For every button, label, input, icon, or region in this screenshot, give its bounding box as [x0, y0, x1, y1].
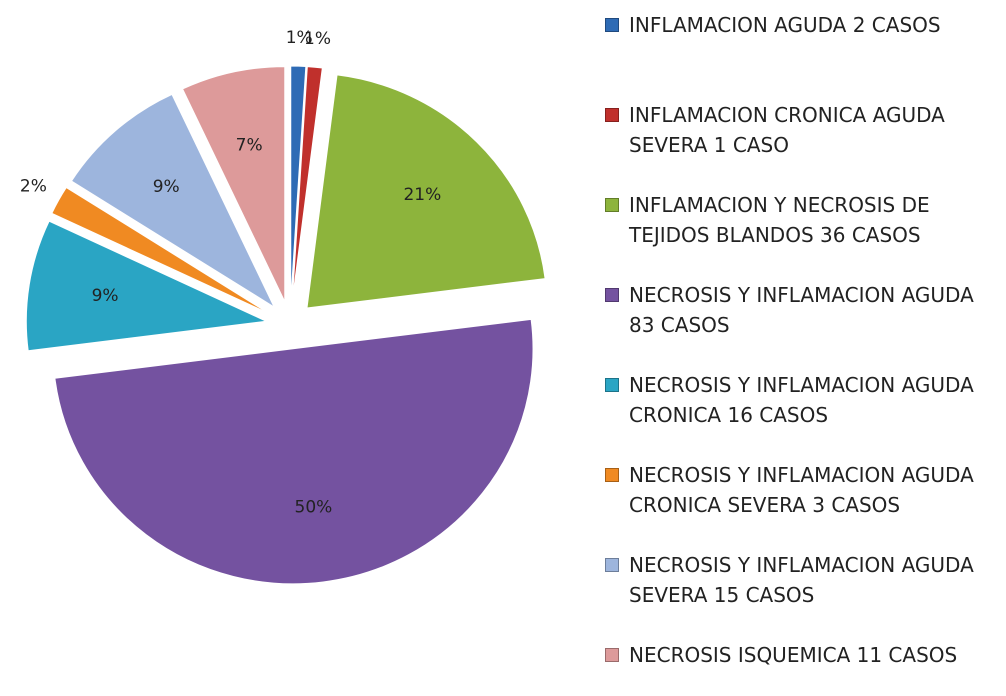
legend-swatch: [605, 648, 619, 662]
data-label: 9%: [153, 177, 180, 197]
legend-swatch: [605, 288, 619, 302]
slice-group: 9%: [70, 93, 276, 309]
data-label: 1%: [304, 29, 331, 49]
slice-group: 50%: [54, 318, 534, 585]
legend-item: INFLAMACION CRONICA AGUDA SEVERA 1 CASO: [605, 100, 1000, 160]
pie-slice: [70, 93, 276, 309]
data-label: 21%: [403, 185, 441, 205]
pie-slice: [290, 65, 307, 302]
slice-group: 9%: [25, 220, 269, 352]
pie-slice: [51, 186, 270, 314]
pie-slice: [54, 318, 534, 585]
pie-slice: [181, 66, 286, 302]
data-label: 50%: [295, 497, 333, 517]
legend-item: NECROSIS ISQUEMICA 11 CASOS: [605, 640, 1000, 670]
legend-swatch: [605, 378, 619, 392]
slice-group: 21%: [306, 74, 546, 309]
data-label: 2%: [20, 177, 47, 197]
legend-label: NECROSIS ISQUEMICA 11 CASOS: [629, 643, 958, 667]
legend-swatch: [605, 18, 619, 32]
legend-label: NECROSIS Y INFLAMACION AGUDA CRONICA SEV…: [629, 463, 974, 517]
legend-swatch: [605, 198, 619, 212]
legend-label: NECROSIS Y INFLAMACION AGUDA CRONICA 16 …: [629, 373, 974, 427]
data-label: 7%: [236, 136, 263, 156]
legend-label: NECROSIS Y INFLAMACION AGUDA SEVERA 15 C…: [629, 553, 974, 607]
data-label: 9%: [92, 286, 119, 306]
legend-item: NECROSIS Y INFLAMACION AGUDA 83 CASOS: [605, 280, 1000, 340]
legend-item: NECROSIS Y INFLAMACION AGUDA CRONICA SEV…: [605, 460, 1000, 520]
legend-item: NECROSIS Y INFLAMACION AGUDA SEVERA 15 C…: [605, 550, 1000, 610]
pie-slice: [306, 74, 546, 309]
legend-swatch: [605, 558, 619, 572]
pie-slice: [291, 66, 323, 302]
legend-swatch: [605, 108, 619, 122]
slice-group: 7%: [181, 66, 286, 302]
pie-area: 1%1% 21% 50% 9% 2% 9% 7%: [20, 28, 546, 585]
legend-label: INFLAMACION Y NECROSIS DE TEJIDOS BLANDO…: [629, 193, 930, 247]
slice-group: 2%: [20, 177, 270, 314]
data-label: 1%: [286, 28, 313, 48]
slice-group: 1%: [291, 29, 331, 302]
legend-swatch: [605, 468, 619, 482]
legend-label: INFLAMACION AGUDA 2 CASOS: [629, 13, 941, 37]
legend-item: INFLAMACION Y NECROSIS DE TEJIDOS BLANDO…: [605, 190, 1000, 250]
legend-label: NECROSIS Y INFLAMACION AGUDA 83 CASOS: [629, 283, 974, 337]
legend-item: NECROSIS Y INFLAMACION AGUDA CRONICA 16 …: [605, 370, 1000, 430]
slice-group: 1%: [286, 28, 313, 302]
legend-item: INFLAMACION AGUDA 2 CASOS: [605, 10, 1000, 40]
pie-slice: [25, 220, 269, 352]
legend-label: INFLAMACION CRONICA AGUDA SEVERA 1 CASO: [629, 103, 945, 157]
